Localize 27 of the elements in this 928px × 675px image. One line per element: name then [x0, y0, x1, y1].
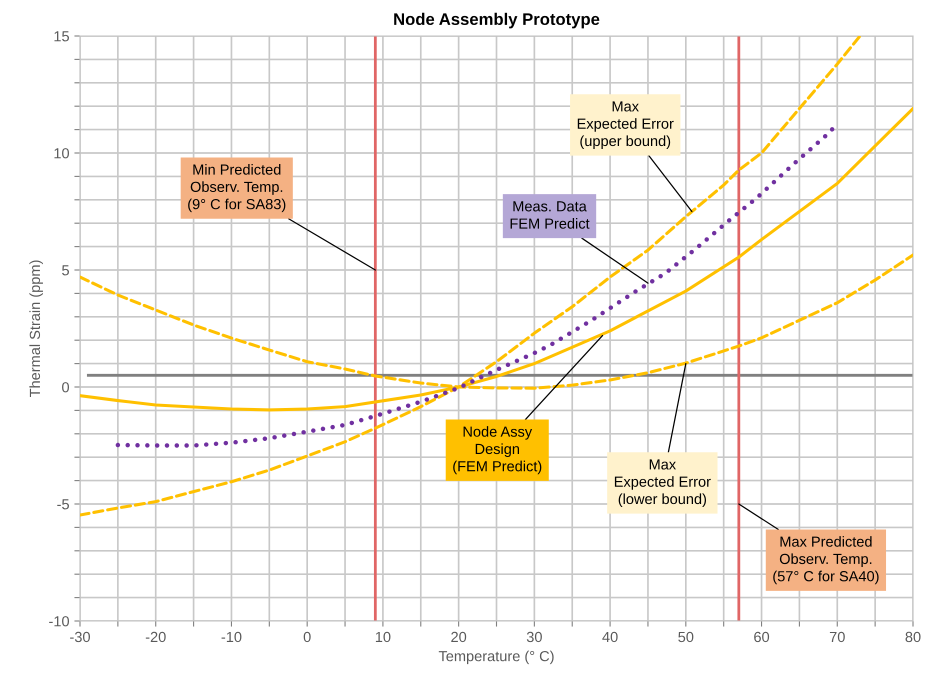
- x-tick-label: 80: [906, 632, 921, 642]
- annotation: Max Expected Error (upper bound): [578, 101, 674, 150]
- x-tick-label: 40: [602, 632, 618, 642]
- chart-title: Node Assembly Prototype: [394, 12, 600, 28]
- x-tick-label: -30: [70, 632, 90, 642]
- x-tick-label: -10: [222, 632, 242, 642]
- y-axis-title: Thermal Strain (ppm): [29, 260, 43, 398]
- y-tick-label: -5: [57, 499, 69, 510]
- annotation: Node Assy Design (FEM Predict): [453, 426, 542, 474]
- annotation: Max Expected Error (lower bound): [614, 459, 711, 508]
- x-axis-title: Temperature (° C): [438, 650, 554, 664]
- x-tick-label: -20: [146, 632, 166, 642]
- x-tick-label: 50: [678, 632, 694, 642]
- y-tick-label: 0: [62, 382, 70, 392]
- x-tick-label: 0: [304, 632, 311, 642]
- annotation: Meas. Data FEM Predict: [510, 201, 590, 229]
- y-tick-label: 5: [62, 265, 69, 276]
- y-tick-label: 15: [54, 31, 69, 42]
- y-tick-label: 10: [54, 148, 70, 158]
- annotation: Min Predicted Observ. Temp. (9° C for SA83): [188, 164, 286, 212]
- x-tick-label: 20: [451, 632, 466, 642]
- x-tick-label: 60: [754, 632, 770, 642]
- x-tick-label: 30: [526, 632, 542, 642]
- annotation: Max Predicted Observ. Temp. (57° C for SA40): [773, 536, 879, 584]
- y-tick-label: -10: [49, 616, 70, 626]
- x-tick-label: 10: [376, 632, 390, 642]
- x-tick-label: 70: [830, 632, 845, 642]
